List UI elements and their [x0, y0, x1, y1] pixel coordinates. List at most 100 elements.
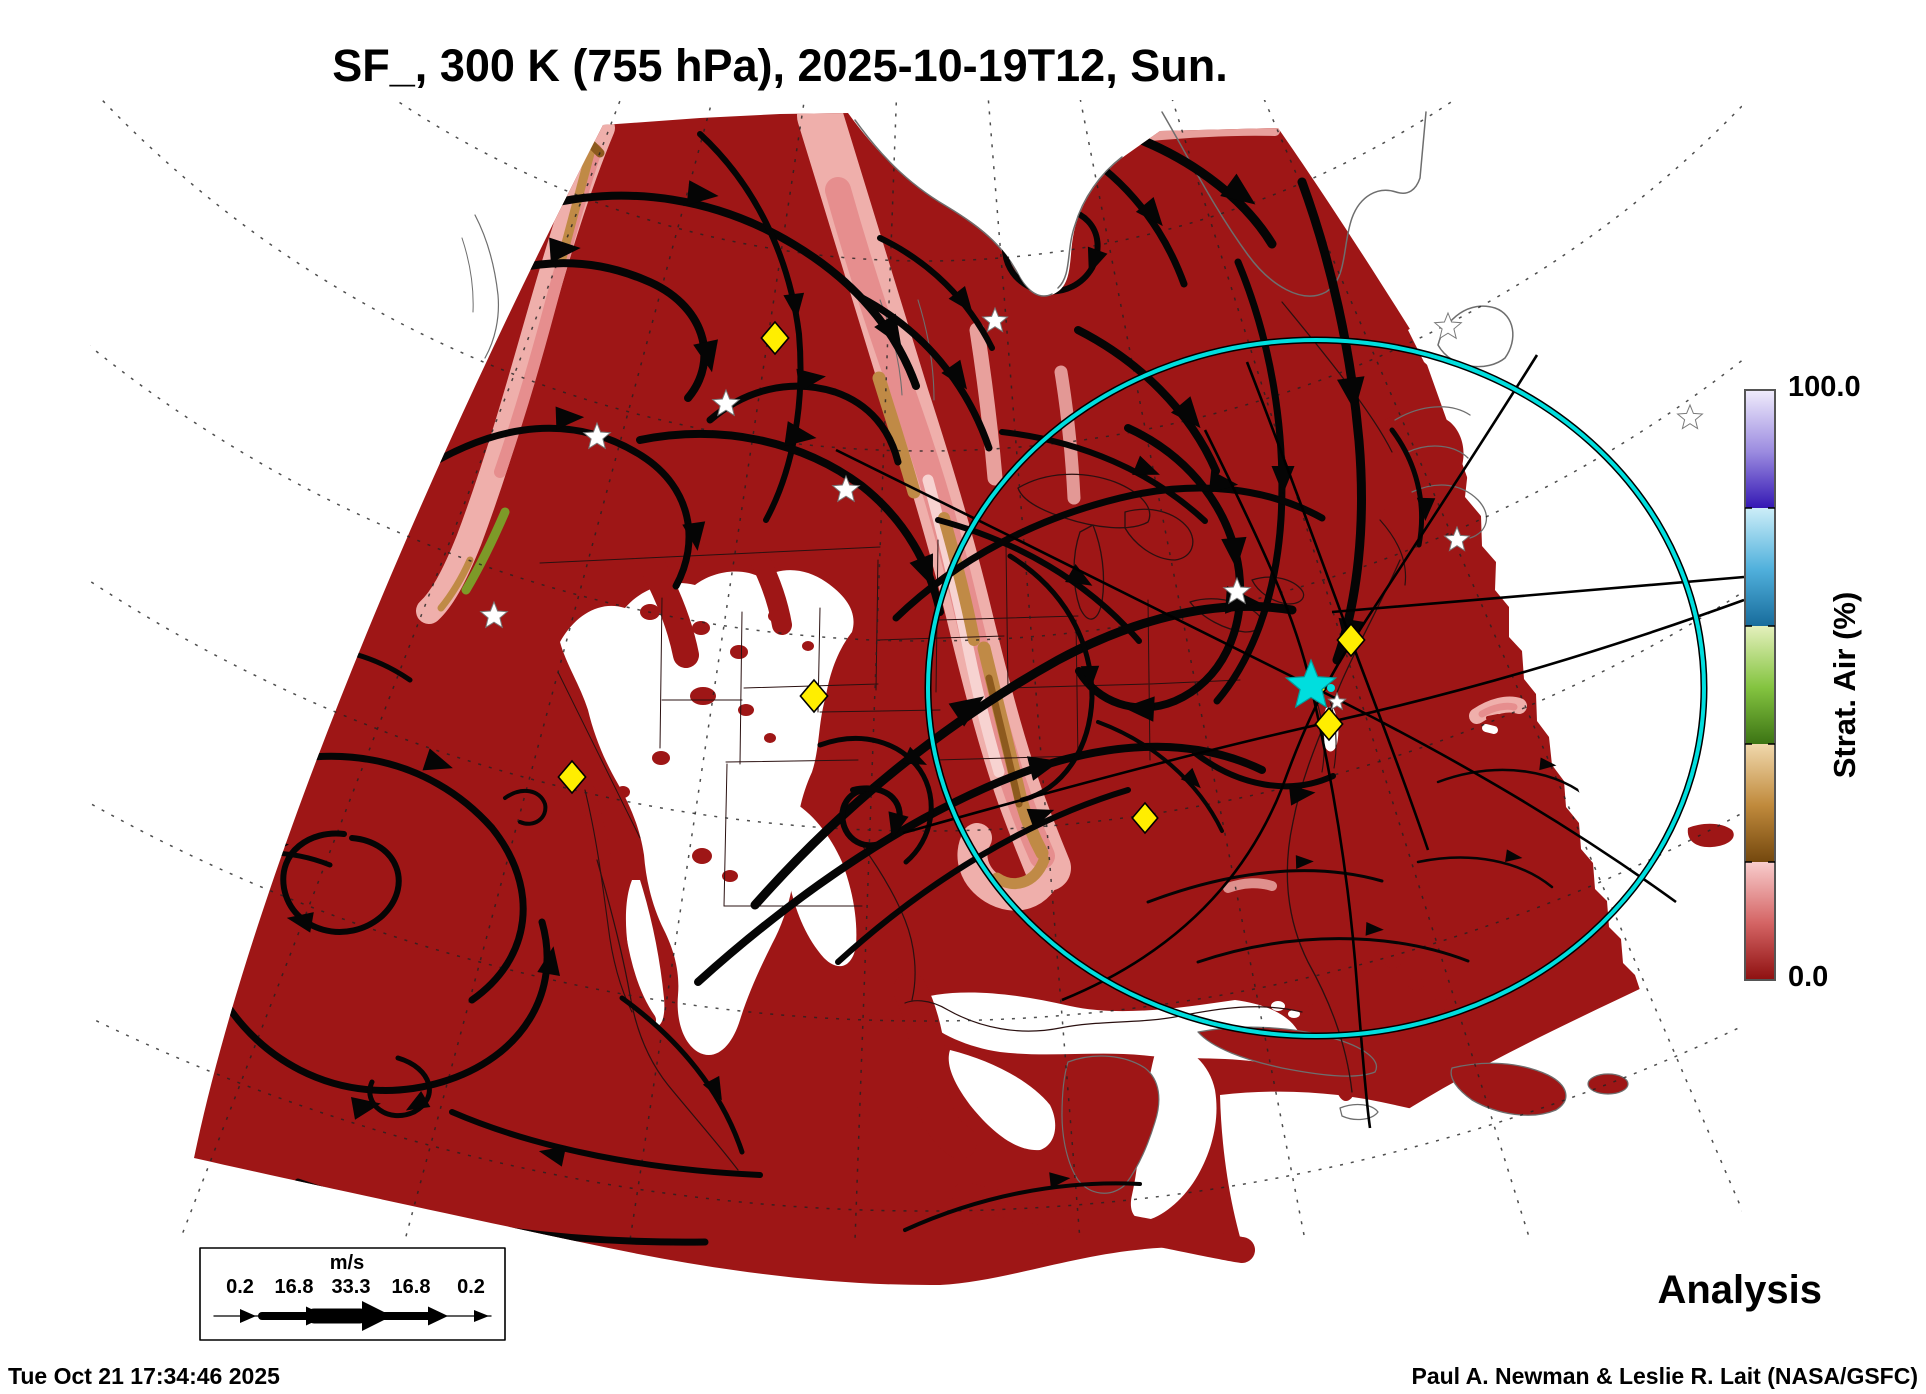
- streamline-arrowhead: [909, 553, 933, 587]
- borders-dark-path: [725, 759, 859, 763]
- red-islands-path: [692, 621, 710, 635]
- streamline: [1196, 937, 1470, 964]
- borders-dark-path: [584, 789, 633, 1013]
- flight-track-line: [1061, 354, 1539, 1002]
- fold-ridge-path: [991, 854, 1050, 890]
- white-masks: [560, 260, 1790, 1300]
- streamline: [449, 1109, 763, 1178]
- streamline: [1192, 750, 1336, 790]
- red-islands-path: [580, 784, 656, 1028]
- streamline-arrowhead: [1171, 396, 1201, 429]
- station-diamond-icon: [799, 678, 829, 714]
- wind-legend-tick-4: 0.2: [457, 1276, 485, 1298]
- station-diamond-icon: [1314, 706, 1344, 742]
- borders-dark-path: [904, 1000, 1303, 1032]
- streamline-arrowhead: [286, 912, 314, 933]
- borders-dark-path: [1005, 544, 1009, 691]
- city-star-icon: [981, 306, 1009, 333]
- streamline: [1096, 720, 1224, 833]
- wind-legend-box-path: [474, 1310, 489, 1322]
- atlantic-pink-sliver: [1469, 696, 1527, 734]
- borders-dark-path: [1073, 524, 1105, 620]
- streamline: [619, 995, 745, 1155]
- coastlines-gray-path: [1057, 156, 1123, 289]
- streamline: [697, 131, 804, 523]
- city-star-icon: [1676, 403, 1704, 430]
- fold-ridge-path: [938, 512, 980, 646]
- city-star-icon: [711, 388, 741, 417]
- wind-legend-box: [199, 1247, 506, 1341]
- meridian-line: [1171, 100, 1531, 1241]
- streamline: [903, 1181, 1142, 1232]
- white-masks-path: [908, 992, 1303, 1065]
- red-islands-path: [692, 848, 712, 864]
- white-masks-path: [1271, 1001, 1285, 1011]
- red-islands-path: [690, 687, 716, 705]
- streamline-arrowhead: [1080, 665, 1100, 689]
- streamline: [817, 736, 934, 865]
- streamline-arrowhead: [702, 1075, 722, 1101]
- atlantic-pink-sliver-path: [1482, 724, 1498, 734]
- streamline-arrowhead: [1027, 756, 1060, 781]
- white-masks-path: [1408, 260, 1790, 995]
- streamline-arrowhead: [1221, 536, 1247, 569]
- streamline-arrowhead: [948, 286, 973, 313]
- streamline: [367, 1055, 432, 1119]
- streamline: [1146, 869, 1384, 904]
- borders-dark-path: [659, 597, 663, 749]
- streamline-arrowhead: [405, 1091, 431, 1111]
- streamline: [280, 830, 402, 935]
- range-ring: [924, 336, 1708, 1040]
- streamline: [1074, 326, 1220, 475]
- streamline-arrowhead: [1065, 564, 1093, 586]
- meridian-line: [854, 100, 898, 1241]
- borders-dark-path: [1017, 473, 1151, 529]
- colorbar-segment: [1745, 626, 1775, 744]
- white-masks-path: [560, 570, 854, 1056]
- timestamp-footer: Tue Oct 21 17:34:46 2025: [8, 1363, 280, 1389]
- streamline: [877, 235, 995, 351]
- red-islands-path: [764, 733, 776, 743]
- streamline-arrowhead: [784, 421, 817, 447]
- red-islands-path: [616, 786, 630, 798]
- streamline-arrowhead: [1365, 922, 1384, 936]
- colorbar-frame: [1744, 389, 1776, 981]
- streamline-arrowhead: [1295, 855, 1314, 869]
- borders-dark-path: [937, 615, 1079, 621]
- red-islands-path: [893, 973, 977, 1159]
- wind-legend-box-path: [240, 1309, 256, 1323]
- streamline-arrowhead: [948, 696, 984, 727]
- red-islands-path: [1432, 998, 1450, 1010]
- streamline-arrowhead: [555, 406, 585, 430]
- borders-dark-path: [819, 709, 941, 713]
- streamline: [1416, 856, 1554, 889]
- wind-legend-tick-3: 16.8: [391, 1276, 431, 1298]
- colorbar-segment: [1745, 390, 1775, 508]
- wind-legend-units: m/s: [329, 1252, 365, 1274]
- streamline-arrowhead: [902, 746, 927, 765]
- fold-ridge-path: [1054, 365, 1081, 505]
- streamline: [999, 429, 1208, 524]
- colorbar-segment: [1745, 862, 1775, 980]
- atlantic-pink-sliver-path: [1478, 702, 1518, 718]
- fold-ridge-path: [922, 474, 1005, 778]
- white-masks-path: [948, 1050, 1056, 1151]
- city-star-icon: [1433, 311, 1463, 340]
- coastlines-gray-path: [474, 214, 500, 359]
- station-diamond-icon: [760, 320, 790, 356]
- red-islands-path: [952, 1182, 1255, 1263]
- red-islands-path: [768, 610, 782, 622]
- analysis-label: Analysis: [1657, 1268, 1822, 1312]
- city-star-icon: [479, 600, 509, 629]
- streamline-arrowhead: [422, 748, 453, 771]
- white-masks-path: [1220, 1091, 1790, 1300]
- wind-legend-tick-2: 33.3: [331, 1276, 371, 1298]
- streamline: [706, 382, 902, 466]
- borders-dark-path: [723, 763, 728, 907]
- red-islands-path: [722, 870, 738, 882]
- fold-ridge-path: [872, 371, 921, 499]
- borders-dark-path: [557, 671, 641, 839]
- borders-dark-path: [1075, 619, 1079, 761]
- streamline-arrowhead: [1337, 376, 1365, 412]
